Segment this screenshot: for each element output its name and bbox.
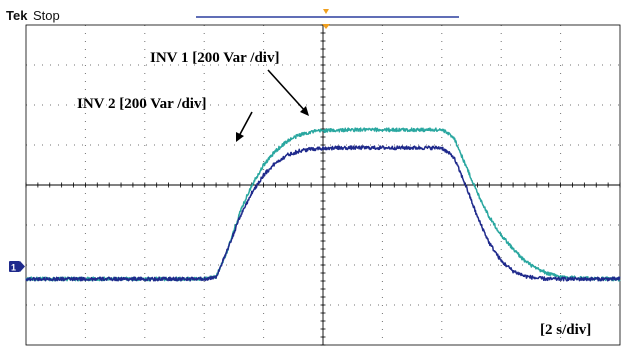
traces xyxy=(25,127,621,282)
trace-inv2 xyxy=(25,145,621,282)
channel-1-marker: 1 xyxy=(9,261,25,273)
legend-inv2: INV 2 [200 Var /div] xyxy=(77,96,206,112)
trigger-position-marker xyxy=(323,9,329,14)
timebase-label: [2 s/div] xyxy=(540,322,591,338)
graticule xyxy=(25,24,621,346)
channel-1-label: 1 xyxy=(11,263,16,273)
legend-inv1: INV 1 [200 Var /div] xyxy=(150,50,279,66)
trigger-level-marker xyxy=(322,24,330,29)
annotation-arrows xyxy=(236,69,309,142)
brand-label: Tek xyxy=(6,8,28,23)
acquisition-status: Stop xyxy=(33,8,60,23)
